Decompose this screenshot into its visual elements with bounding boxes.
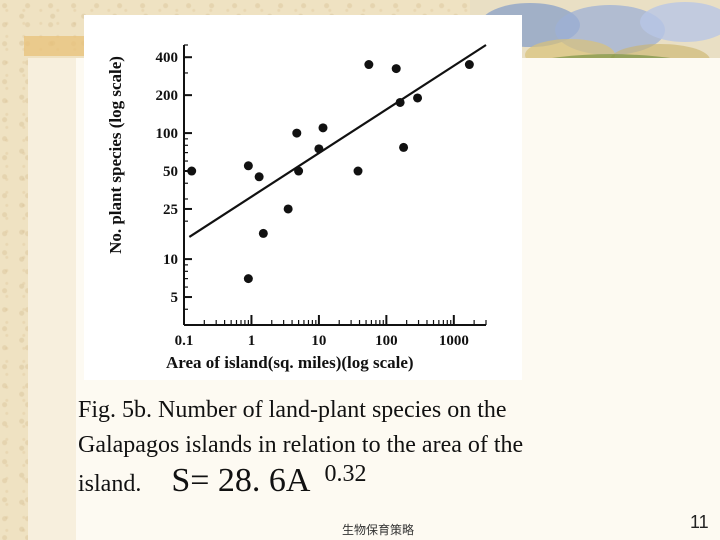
chart-ticks: 5 10 25 50 100 200 400 0.1 1 10 100 1000 xyxy=(156,44,487,349)
scatter-chart: 5 10 25 50 100 200 400 0.1 1 10 100 1000 Area of is… xyxy=(106,44,487,372)
chart-axes xyxy=(183,45,486,326)
y-tick-label: 10 xyxy=(163,252,178,268)
x-tick-label: 100 xyxy=(375,333,398,349)
fit-line-group xyxy=(188,44,487,238)
data-point xyxy=(318,123,328,133)
figure-caption: Fig. 5b. Number of land-plant species on… xyxy=(78,393,698,502)
data-point xyxy=(187,166,197,176)
data-point xyxy=(243,274,253,284)
y-tick-label: 200 xyxy=(156,88,179,104)
data-point xyxy=(364,60,374,70)
data-point xyxy=(292,128,302,138)
data-point xyxy=(399,142,409,152)
y-tick-label: 400 xyxy=(156,50,179,66)
x-tick-label: 1000 xyxy=(439,333,469,349)
y-tick-label: 5 xyxy=(171,290,179,306)
x-tick-label: 0.1 xyxy=(175,333,194,349)
data-point xyxy=(294,166,304,176)
x-tick-label: 1 xyxy=(248,333,256,349)
y-tick-label: 100 xyxy=(156,126,179,142)
data-point xyxy=(413,93,423,103)
caption-line-3: island. S= 28. 6A 0.32 xyxy=(78,461,698,502)
data-point xyxy=(254,172,264,182)
accent-bar xyxy=(24,36,84,56)
caption-line-1: Fig. 5b. Number of land-plant species on… xyxy=(78,397,507,423)
y-axis-title: No. plant species (log scale) xyxy=(106,56,125,254)
data-point xyxy=(283,204,293,214)
species-area-formula: S= 28. 6A xyxy=(171,462,311,499)
y-tick-label: 50 xyxy=(163,164,178,180)
x-tick-label: 10 xyxy=(311,333,326,349)
chart-card: 5 10 25 50 100 200 400 0.1 1 10 100 1000 Area of is… xyxy=(84,15,522,380)
regression-line xyxy=(188,44,487,238)
left-band xyxy=(28,58,76,540)
formula-exponent: 0.32 xyxy=(324,461,367,487)
data-point xyxy=(464,60,474,70)
y-tick-label: 25 xyxy=(163,202,178,218)
page-number: 11 xyxy=(690,512,709,532)
caption-line-3-text: island. xyxy=(78,471,142,497)
data-point xyxy=(353,166,363,176)
x-axis-title: Area of island(sq. miles)(log scale) xyxy=(166,353,414,372)
data-point xyxy=(395,97,405,107)
data-point xyxy=(258,228,268,238)
data-point xyxy=(314,144,324,154)
caption-line-2: Galapagos islands in relation to the are… xyxy=(78,432,524,458)
footer-text: 生物保育策略 xyxy=(342,523,415,537)
data-point xyxy=(391,64,401,74)
data-points xyxy=(187,60,474,284)
data-point xyxy=(243,161,253,171)
